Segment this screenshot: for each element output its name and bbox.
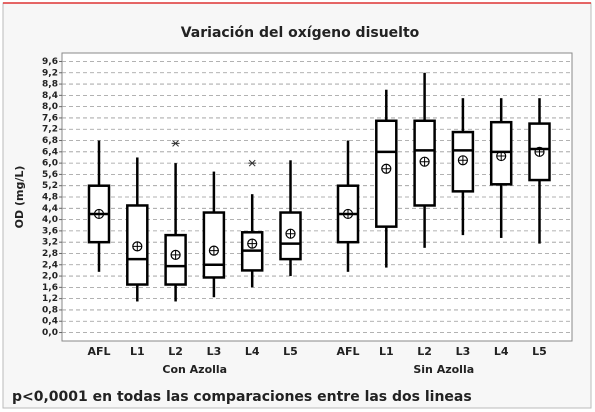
x-tick-label: L5	[283, 345, 298, 358]
y-tick-label: 4,4	[42, 204, 58, 214]
y-tick-label: 4,8	[42, 193, 58, 203]
mean-cross	[420, 157, 430, 167]
y-tick-label: 2,0	[42, 272, 58, 282]
mean-marker	[419, 156, 430, 167]
mean-marker	[285, 228, 296, 239]
x-tick-label: AFL	[87, 345, 110, 358]
x-tick-label: L3	[207, 345, 222, 358]
y-tick-label: 9,2	[42, 68, 58, 78]
footer-note: p<0,0001 en todas las comparaciones entr…	[12, 389, 472, 405]
mean-marker	[342, 208, 354, 220]
y-tick-label: 8,0	[42, 102, 58, 112]
x-tick-label: L3	[456, 345, 471, 358]
y-tick-label: 3,6	[42, 226, 58, 236]
y-tick-label: 2,4	[42, 260, 58, 270]
box	[202, 211, 226, 279]
x-tick-label: L5	[532, 345, 547, 358]
x-tick-label: L2	[168, 345, 183, 358]
mean-cross	[171, 250, 181, 260]
outlier	[171, 139, 180, 147]
mean-marker	[534, 146, 545, 157]
y-tick-label: 1,6	[42, 283, 58, 293]
mean-marker	[496, 150, 507, 162]
mean-cross	[458, 155, 468, 165]
mean-cross	[132, 241, 142, 251]
group-label: Con Azolla	[162, 363, 227, 376]
y-tick-label: 0,4	[42, 317, 58, 327]
chart-title: Variación del oxígeno disuelto	[181, 25, 420, 41]
y-tick-label: 0,0	[42, 328, 58, 338]
y-tick-label: 7,6	[42, 113, 58, 123]
y-tick-label: 4,0	[42, 215, 58, 225]
mean-cross	[343, 209, 353, 219]
group-label: Sin Azolla	[413, 363, 474, 376]
mean-marker	[93, 208, 105, 220]
y-tick-label: 9,6	[42, 57, 58, 67]
mean-cross	[535, 147, 544, 157]
y-tick-label: 2,8	[42, 249, 58, 259]
mean-marker	[132, 241, 143, 252]
y-tick-label: 6,4	[42, 147, 58, 157]
mean-marker	[247, 238, 258, 249]
mean-marker	[381, 163, 392, 174]
mean-marker	[170, 249, 181, 260]
mean-cross	[94, 209, 104, 219]
y-tick-label: 0,8	[42, 305, 58, 315]
mean-cross	[286, 229, 295, 239]
y-tick-label: 6,0	[42, 159, 58, 169]
mean-cross	[381, 164, 391, 174]
mean-marker	[457, 155, 468, 166]
x-tick-label: AFL	[336, 345, 359, 358]
x-tick-label: L1	[379, 345, 394, 358]
y-tick-label: 7,2	[42, 125, 58, 135]
outlier	[248, 159, 257, 167]
y-tick-label: 5,2	[42, 181, 58, 191]
y-tick-label: 8,4	[42, 91, 58, 101]
x-tick-label: L4	[494, 345, 509, 358]
y-tick-label: 8,8	[42, 80, 58, 90]
mean-cross	[247, 239, 257, 249]
y-tick-label: 1,2	[42, 294, 58, 304]
mean-marker	[208, 245, 219, 256]
y-tick-label: 3,2	[42, 238, 58, 248]
y-tick-label: 6,8	[42, 136, 58, 146]
x-tick-label: L2	[417, 345, 432, 358]
x-tick-label: L1	[130, 345, 145, 358]
y-tick-label: 5,6	[42, 170, 58, 180]
y-axis-label: OD (mg/L)	[13, 166, 26, 229]
x-tick-label: L4	[245, 345, 260, 358]
mean-cross	[209, 246, 219, 256]
mean-cross	[496, 151, 506, 161]
